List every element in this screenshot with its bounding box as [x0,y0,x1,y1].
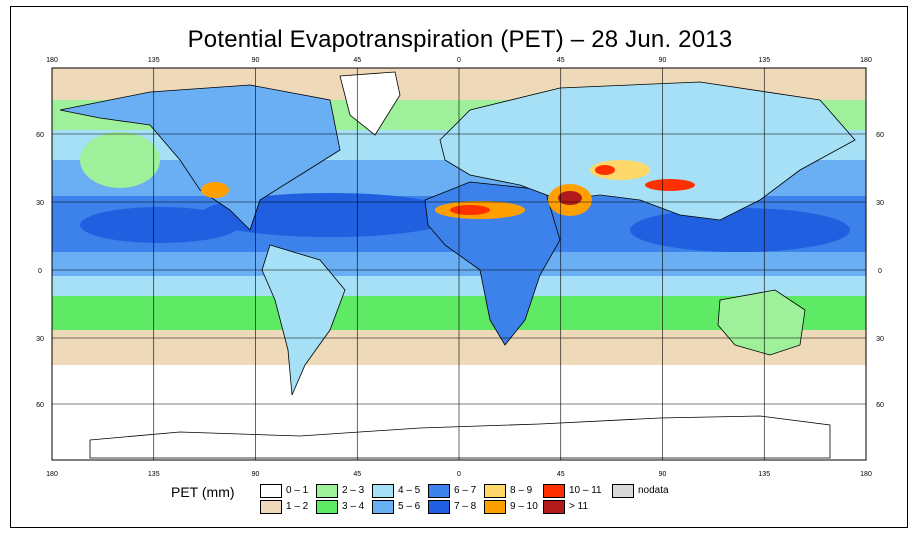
legend-swatch [484,500,506,514]
lon-tick-label: 90 [252,471,260,478]
legend-swatch [316,500,338,514]
legend-label: 8 – 9 [510,485,533,496]
legend-label: 3 – 4 [342,501,365,512]
lon-tick-label: 45 [353,57,361,64]
legend-swatch [428,484,450,498]
lon-tick-label: 45 [353,471,361,478]
lon-tick-label: 0 [457,57,461,64]
legend-label: > 11 [569,501,588,512]
legend-label: 7 – 8 [454,501,477,512]
lat-tick-label: 60 [876,132,884,139]
patch-green [80,132,160,188]
hotspot-sahara-core [450,205,490,215]
legend-swatch [612,484,634,498]
legend-label: 5 – 6 [398,501,421,512]
legend-swatch [428,500,450,514]
legend-label: nodata [638,485,669,496]
lat-tick-label: 0 [878,268,882,275]
legend-swatch [316,484,338,498]
hotspot-tibet-north [645,179,695,191]
legend-label: 9 – 10 [510,501,538,512]
patch-deep-blue [200,193,460,237]
south-america [261,244,346,396]
lon-tick-label: 180 [860,57,872,64]
lat-tick-label: 30 [876,336,884,343]
lon-tick-label: 45 [557,57,565,64]
lat-tick-label: 30 [876,200,884,207]
lon-tick-label: 180 [46,57,58,64]
legend-swatch [372,500,394,514]
antarctica [89,415,831,459]
lon-tick-label: 90 [659,57,667,64]
north-america [59,84,341,231]
greenland [339,71,401,136]
lat-tick-label: 60 [36,402,44,409]
patch-deep-blue [80,207,240,243]
australia [717,289,806,356]
lon-tick-label: 90 [252,57,260,64]
legend-swatch [543,484,565,498]
legend-label: 2 – 3 [342,485,365,496]
legend-swatch [372,484,394,498]
map-title: Potential Evapotranspiration (PET) – 28 … [187,26,733,53]
legend-label: 10 – 11 [569,485,602,496]
lat-tick-label: 30 [36,200,44,207]
lon-tick-label: 90 [659,471,667,478]
legend-swatch [260,484,282,498]
lon-tick-label: 0 [457,471,461,478]
hotspot-central-asia-core [595,165,615,175]
lon-tick-label: 135 [758,57,770,64]
lat-tick-label: 30 [36,336,44,343]
legend-swatch [484,484,506,498]
legend-label: 6 – 7 [454,485,477,496]
legend-label: 0 – 1 [286,485,309,496]
lat-tick-label: 60 [876,402,884,409]
legend-label: 1 – 2 [286,501,309,512]
map-border [51,67,867,461]
hotspot-us-southwest [201,182,229,198]
legend-label: 4 – 5 [398,485,421,496]
hotspot-arabia-core [558,191,582,205]
lon-tick-label: 135 [148,471,160,478]
lon-tick-label: 135 [148,57,160,64]
eurasia [439,81,856,221]
lon-tick-label: 45 [557,471,565,478]
tick-labels: 180 180 135 135 90 90 45 45 0 0 45 45 90 90 135 135 180 1… [36,57,884,478]
lon-tick-label: 180 [46,471,58,478]
lon-tick-label: 135 [758,471,770,478]
legend-swatch [543,500,565,514]
lon-tick-label: 180 [860,471,872,478]
legend-swatch [260,500,282,514]
lat-tick-label: 0 [38,268,42,275]
legend-title: PET (mm) [171,484,235,500]
patch-deep-blue [630,208,850,252]
lat-tick-label: 60 [36,132,44,139]
